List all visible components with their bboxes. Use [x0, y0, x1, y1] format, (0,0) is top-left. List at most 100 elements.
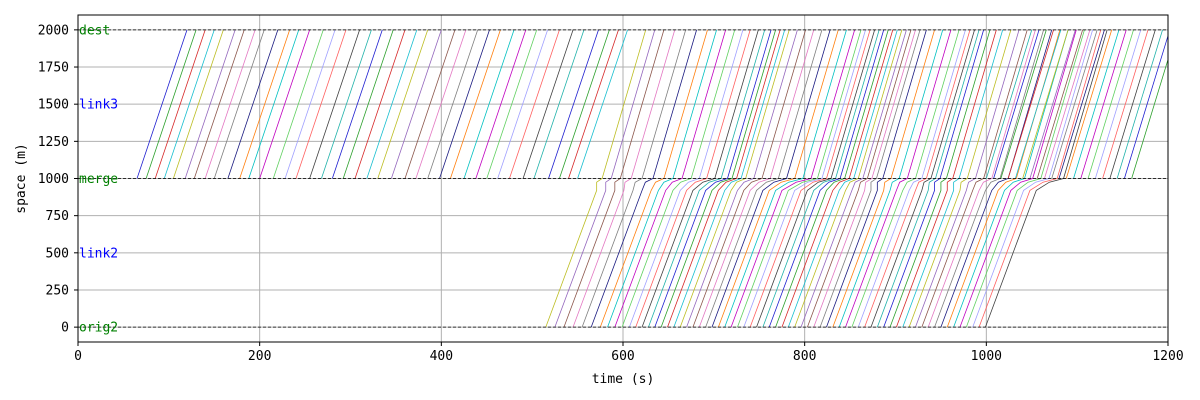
vehicle-trajectory — [756, 29, 875, 328]
vehicle-trajectory — [563, 29, 665, 328]
vehicle-trajectory — [439, 29, 490, 179]
vehicle-trajectory — [248, 29, 300, 179]
y-tick-label: 750 — [46, 209, 69, 224]
vehicle-trajectory — [692, 29, 806, 328]
vehicle-trajectory — [921, 29, 1028, 328]
vehicle-trajectory — [309, 29, 360, 179]
y-tick-label: 0 — [61, 321, 69, 336]
vehicle-trajectory — [366, 29, 418, 179]
vehicle-trajectory — [1102, 29, 1149, 179]
x-tick-label: 200 — [248, 349, 271, 364]
vehicle-trajectory — [533, 29, 585, 179]
vehicle-trajectory — [965, 29, 1085, 328]
vehicle-trajectory — [1073, 29, 1120, 179]
vehicle-trajectory — [559, 29, 610, 179]
vehicle-trajectory — [749, 29, 871, 328]
node-label-dest: dest — [79, 23, 110, 38]
vehicle-trajectory — [184, 29, 236, 179]
vehicle-trajectory — [826, 29, 927, 328]
vehicle-trajectory — [1131, 59, 1169, 179]
vehicle-trajectory — [985, 29, 1033, 179]
link-label-link2: link2 — [79, 246, 118, 261]
vehicle-trajectory — [1094, 29, 1142, 179]
vehicle-trajectory — [641, 29, 759, 328]
x-tick-label: 1200 — [1152, 349, 1183, 364]
vehicle-trajectory — [486, 29, 538, 179]
vehicle-trajectory — [204, 29, 256, 179]
vehicle-trajectory — [698, 29, 815, 328]
vehicle-trajectory — [522, 29, 574, 179]
vehicle-trajectory — [673, 29, 786, 328]
vehicle-trajectory — [284, 29, 336, 179]
y-tick-label: 250 — [46, 283, 69, 298]
vehicle-trajectory — [614, 29, 727, 328]
vehicle-trajectory — [940, 29, 1053, 328]
vehicle-trajectory — [590, 29, 697, 328]
vehicle-trajectory — [832, 29, 935, 328]
vehicle-trajectory — [794, 29, 903, 328]
vehicle-trajectory — [321, 29, 372, 179]
link-label-link3: link3 — [79, 98, 118, 113]
vehicle-trajectory — [724, 29, 847, 328]
vehicle-trajectory — [404, 29, 456, 179]
vehicle-trajectory — [993, 29, 1040, 179]
vehicle-trajectory — [1051, 29, 1098, 179]
vehicle-trajectories — [136, 29, 1169, 328]
y-tick-label: 1500 — [38, 98, 69, 113]
vehicle-trajectory — [193, 29, 245, 179]
vehicle-trajectory — [953, 29, 1069, 328]
vehicle-trajectory — [800, 29, 907, 328]
vehicle-trajectory — [295, 29, 347, 179]
vehicle-trajectory — [427, 29, 479, 179]
vehicle-trajectory — [509, 29, 560, 179]
link-boundaries — [78, 29, 1168, 328]
vehicle-trajectory — [136, 29, 188, 179]
x-tick-label: 400 — [430, 349, 453, 364]
vehicle-trajectory — [572, 29, 676, 328]
vehicle-trajectory — [1065, 29, 1113, 179]
y-tick-label: 500 — [46, 246, 69, 261]
vehicle-trajectory — [864, 29, 971, 328]
vehicle-trajectory — [857, 29, 966, 328]
vehicle-trajectory — [654, 29, 772, 328]
x-tick-label: 0 — [74, 349, 82, 364]
vehicle-trajectory — [450, 29, 501, 179]
y-tick-label: 2000 — [38, 23, 69, 38]
vehicle-trajectory — [896, 29, 997, 328]
vehicle-trajectory — [807, 29, 912, 328]
vehicle-trajectory — [762, 29, 880, 328]
vehicle-trajectory — [635, 29, 751, 328]
vehicle-trajectory — [972, 29, 1093, 328]
vehicle-trajectory — [1109, 29, 1156, 179]
vehicle-trajectory — [660, 29, 776, 328]
vehicle-trajectory — [902, 29, 1004, 328]
vehicle-trajectory — [1058, 29, 1105, 179]
vehicle-trajectory — [1000, 29, 1047, 179]
vehicle-trajectory — [391, 29, 442, 179]
vehicle-trajectory — [718, 29, 839, 328]
vehicle-trajectory — [599, 29, 708, 328]
vehicle-trajectory — [679, 29, 790, 328]
axis-ticks: 0 200 400 600 800 1000 1200 0 250 500 750 1000 1250 1… — [38, 23, 1184, 364]
vehicle-trajectory — [1015, 29, 1062, 179]
y-tick-label: 1250 — [38, 135, 69, 150]
node-label-merge: merge — [79, 172, 118, 187]
vehicle-trajectory — [978, 29, 1102, 328]
vehicle-trajectory — [819, 29, 921, 328]
vehicle-trajectory — [213, 29, 265, 179]
vehicle-trajectory — [173, 29, 224, 179]
vehicle-trajectory — [1036, 29, 1084, 179]
vehicle-trajectory — [743, 29, 866, 328]
vehicle-trajectory — [648, 29, 766, 328]
vehicle-trajectory — [768, 29, 885, 328]
vehicle-trajectory — [145, 29, 197, 179]
vehicle-trajectory — [621, 29, 736, 328]
x-tick-label: 1000 — [971, 349, 1002, 364]
vehicle-trajectory — [377, 29, 429, 179]
vehicle-trajectory — [1022, 29, 1069, 179]
y-axis-label: space (m) — [14, 143, 29, 213]
vehicle-trajectory — [985, 29, 1108, 328]
vehicle-trajectory — [259, 29, 311, 179]
vehicle-trajectory — [545, 29, 647, 328]
